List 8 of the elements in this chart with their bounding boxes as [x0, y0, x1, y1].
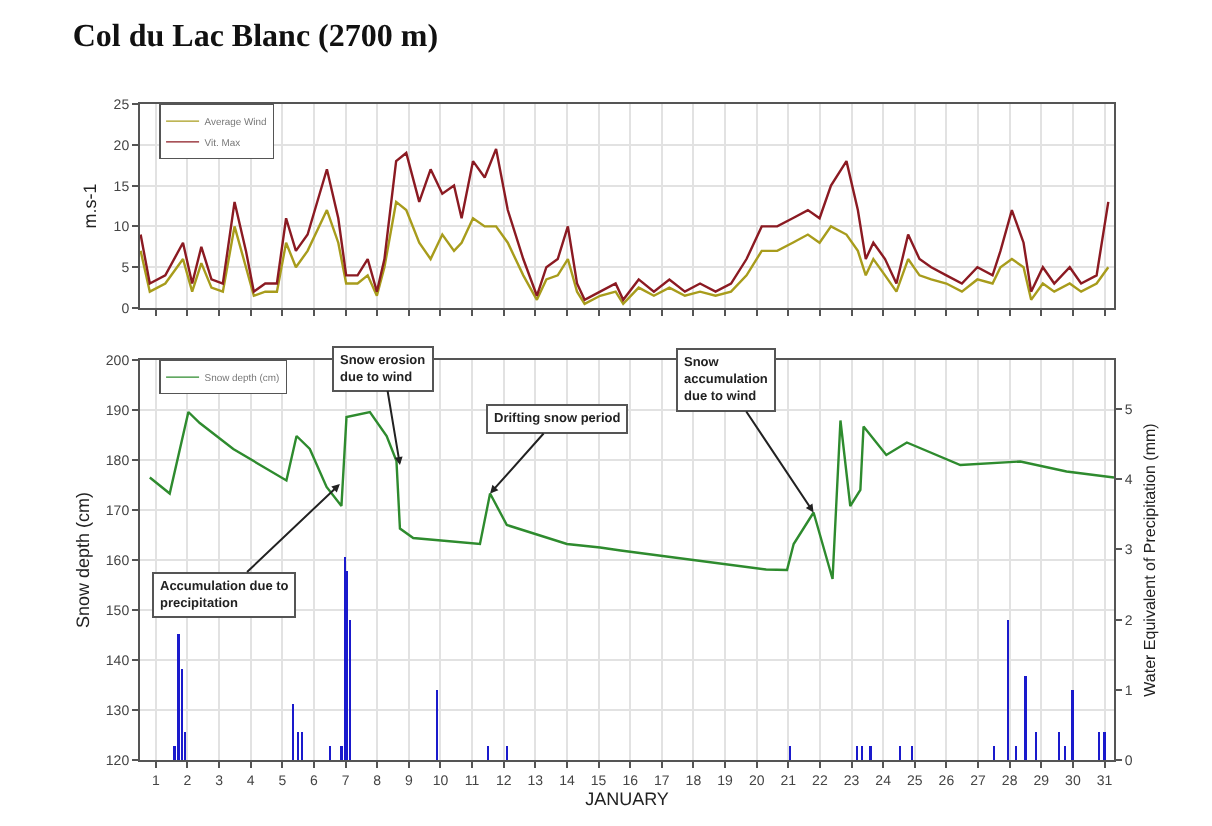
y-axis-title: Snow depth (cm): [72, 491, 93, 629]
line-series: [140, 200, 1110, 306]
line-series: [148, 410, 1114, 581]
x-axis-title: JANUARY: [585, 788, 669, 809]
chart-title: Col du Lac Blanc (2700 m): [72, 20, 439, 55]
line-series: [140, 147, 1110, 302]
y-axis-title: m.s-1: [80, 183, 101, 229]
y2-axis-title: Water Equivalent of Precipitation (mm): [1141, 422, 1159, 697]
